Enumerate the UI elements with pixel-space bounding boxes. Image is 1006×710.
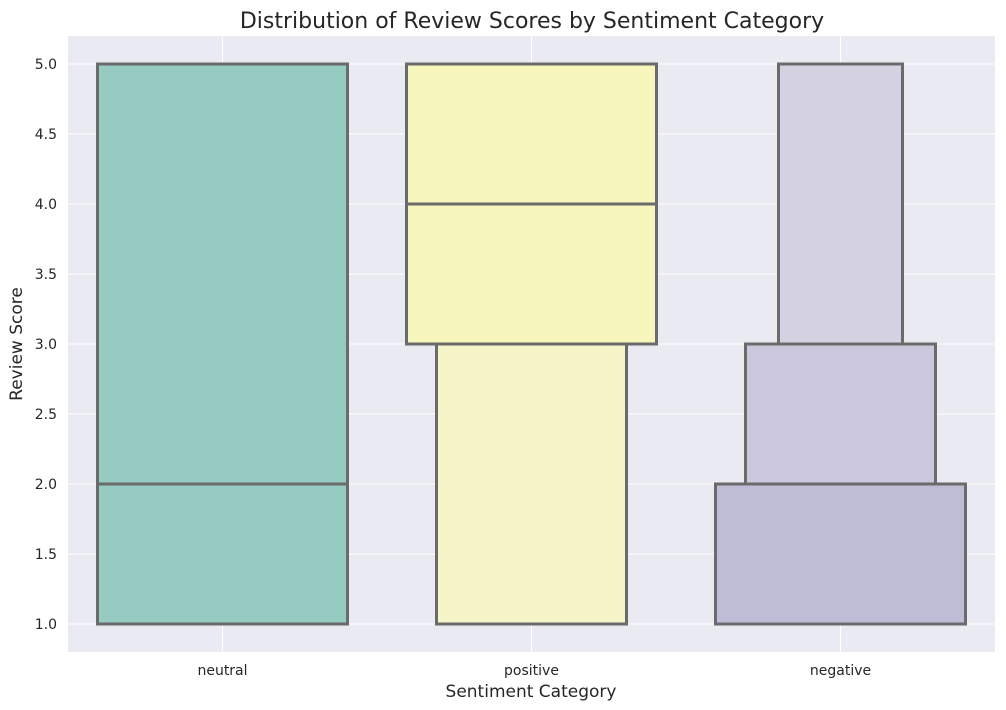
y-tick-label: 2.5 xyxy=(35,407,57,423)
y-tick-label: 4.5 xyxy=(35,127,57,143)
chart-title: Distribution of Review Scores by Sentime… xyxy=(240,9,824,34)
y-tick-label: 2.0 xyxy=(35,477,57,493)
x-tick-label: positive xyxy=(504,663,559,679)
y-tick-label: 1.5 xyxy=(35,547,57,563)
boxen-box xyxy=(777,62,904,346)
x-tick-label: negative xyxy=(810,663,871,679)
y-tick-label: 4.0 xyxy=(35,197,57,213)
boxen-positive xyxy=(405,62,658,626)
y-tick-label: 5.0 xyxy=(35,57,57,73)
boxen-negative xyxy=(714,62,967,626)
y-tick-label: 3.0 xyxy=(35,337,57,353)
boxen-box xyxy=(96,62,349,626)
y-tick-label: 1.0 xyxy=(35,617,57,633)
boxen-box xyxy=(744,342,937,486)
boxen-box xyxy=(435,342,628,626)
boxen-neutral xyxy=(96,62,349,626)
boxen-series xyxy=(96,62,967,626)
boxen-box xyxy=(714,482,967,626)
x-axis-title: Sentiment Category xyxy=(446,682,617,702)
x-axis-ticks: neutral positive negative xyxy=(197,663,871,679)
x-tick-label: neutral xyxy=(197,663,247,679)
y-tick-label: 3.5 xyxy=(35,267,57,283)
y-axis-title: Review Score xyxy=(7,287,27,401)
y-axis-ticks: 1.0 1.5 2.0 2.5 3.0 3.5 4.0 4.5 5.0 xyxy=(35,57,57,633)
